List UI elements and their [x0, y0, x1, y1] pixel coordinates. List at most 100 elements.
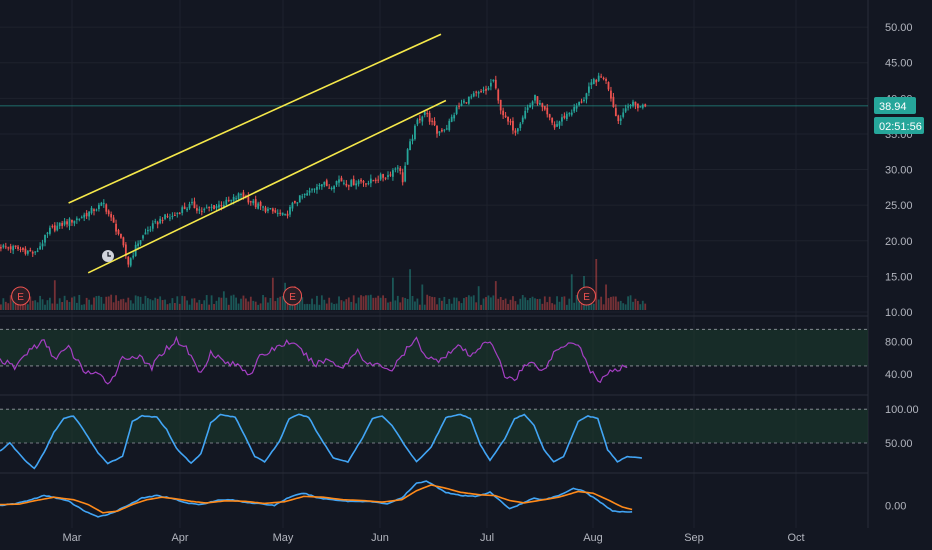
candle-body[interactable]: [367, 183, 370, 185]
candle-body[interactable]: [2, 245, 5, 248]
candle-body[interactable]: [494, 79, 497, 89]
candle-body[interactable]: [394, 168, 397, 170]
candle-body[interactable]: [387, 175, 389, 178]
candle-body[interactable]: [392, 170, 394, 177]
candle-body[interactable]: [41, 243, 44, 247]
candle-body[interactable]: [183, 206, 186, 209]
candle-body[interactable]: [330, 188, 333, 190]
candle-body[interactable]: [416, 119, 419, 125]
candle-body[interactable]: [453, 115, 456, 119]
candle-body[interactable]: [355, 183, 358, 186]
candle-body[interactable]: [7, 247, 10, 249]
candle-body[interactable]: [213, 205, 215, 210]
candle-body[interactable]: [139, 240, 142, 245]
candle-body[interactable]: [460, 103, 463, 106]
candle-body[interactable]: [546, 107, 549, 115]
candle-body[interactable]: [529, 104, 531, 108]
candle-body[interactable]: [328, 187, 331, 189]
candle-body[interactable]: [578, 101, 580, 105]
candle-body[interactable]: [257, 203, 260, 209]
candle-body[interactable]: [142, 235, 144, 239]
candle-body[interactable]: [107, 210, 110, 215]
candle-body[interactable]: [362, 181, 365, 183]
candle-body[interactable]: [411, 138, 414, 142]
candle-body[interactable]: [318, 185, 321, 187]
candle-body[interactable]: [276, 212, 279, 214]
candle-body[interactable]: [588, 86, 590, 93]
candle-body[interactable]: [553, 124, 556, 128]
candle-body[interactable]: [230, 199, 233, 201]
candle-body[interactable]: [414, 125, 416, 140]
candle-body[interactable]: [379, 174, 382, 180]
candle-body[interactable]: [193, 201, 196, 209]
candle-body[interactable]: [188, 204, 191, 209]
candle-body[interactable]: [340, 177, 343, 182]
candle-body[interactable]: [499, 99, 502, 111]
candle-body[interactable]: [360, 179, 362, 182]
candle-body[interactable]: [173, 214, 176, 216]
candle-body[interactable]: [71, 219, 73, 223]
candle-body[interactable]: [178, 212, 181, 214]
candle-body[interactable]: [600, 76, 603, 78]
candle-body[interactable]: [428, 112, 431, 122]
earnings-marker[interactable]: [283, 286, 303, 306]
candle-body[interactable]: [632, 101, 634, 106]
candle-body[interactable]: [585, 93, 588, 100]
candle-body[interactable]: [365, 183, 367, 185]
candle-body[interactable]: [472, 93, 475, 97]
trend-channel[interactable]: [68, 33, 447, 274]
candle-body[interactable]: [514, 130, 517, 133]
candle-body[interactable]: [597, 75, 600, 81]
candle-body[interactable]: [583, 99, 585, 102]
candle-body[interactable]: [470, 96, 473, 98]
candle-body[interactable]: [541, 103, 544, 108]
candle-body[interactable]: [619, 118, 622, 121]
candle-body[interactable]: [431, 120, 433, 122]
candle-body[interactable]: [610, 90, 612, 99]
candle-body[interactable]: [624, 108, 627, 112]
candle-body[interactable]: [448, 120, 451, 131]
candle-body[interactable]: [284, 213, 286, 215]
candle-body[interactable]: [524, 110, 527, 119]
candle-body[interactable]: [63, 221, 66, 225]
candle-body[interactable]: [607, 82, 610, 90]
candle-body[interactable]: [347, 185, 350, 187]
candle-body[interactable]: [423, 111, 426, 115]
candle-body[interactable]: [240, 194, 242, 196]
candle-body[interactable]: [215, 206, 218, 209]
candle-body[interactable]: [536, 96, 539, 104]
candle-body[interactable]: [563, 115, 566, 118]
candle-body[interactable]: [438, 131, 441, 134]
candle-body[interactable]: [29, 249, 32, 252]
candle-body[interactable]: [443, 129, 446, 131]
candle-body[interactable]: [164, 214, 166, 219]
candle-body[interactable]: [254, 199, 257, 208]
earnings-marker[interactable]: [11, 286, 31, 306]
candle-body[interactable]: [12, 246, 15, 251]
channel-upper-line[interactable]: [68, 33, 442, 204]
candle-body[interactable]: [644, 104, 647, 107]
candle-body[interactable]: [325, 180, 328, 187]
candlesticks[interactable]: [0, 72, 647, 268]
candle-body[interactable]: [95, 209, 98, 211]
candle-body[interactable]: [335, 181, 338, 185]
candle-body[interactable]: [634, 101, 637, 105]
candle-body[interactable]: [372, 180, 375, 182]
candle-body[interactable]: [210, 206, 213, 208]
candle-body[interactable]: [93, 209, 95, 212]
candle-body[interactable]: [294, 200, 296, 203]
candle-body[interactable]: [485, 88, 487, 91]
candle-body[interactable]: [568, 113, 571, 115]
candle-body[interactable]: [573, 107, 576, 112]
candle-body[interactable]: [105, 204, 108, 212]
candle-body[interactable]: [286, 213, 289, 216]
candle-body[interactable]: [46, 232, 49, 234]
candle-body[interactable]: [124, 244, 127, 256]
candle-body[interactable]: [333, 186, 335, 190]
candle-body[interactable]: [166, 216, 169, 218]
candle-body[interactable]: [629, 104, 632, 106]
candle-body[interactable]: [556, 124, 558, 127]
candle-body[interactable]: [203, 208, 206, 211]
candle-body[interactable]: [222, 204, 225, 208]
